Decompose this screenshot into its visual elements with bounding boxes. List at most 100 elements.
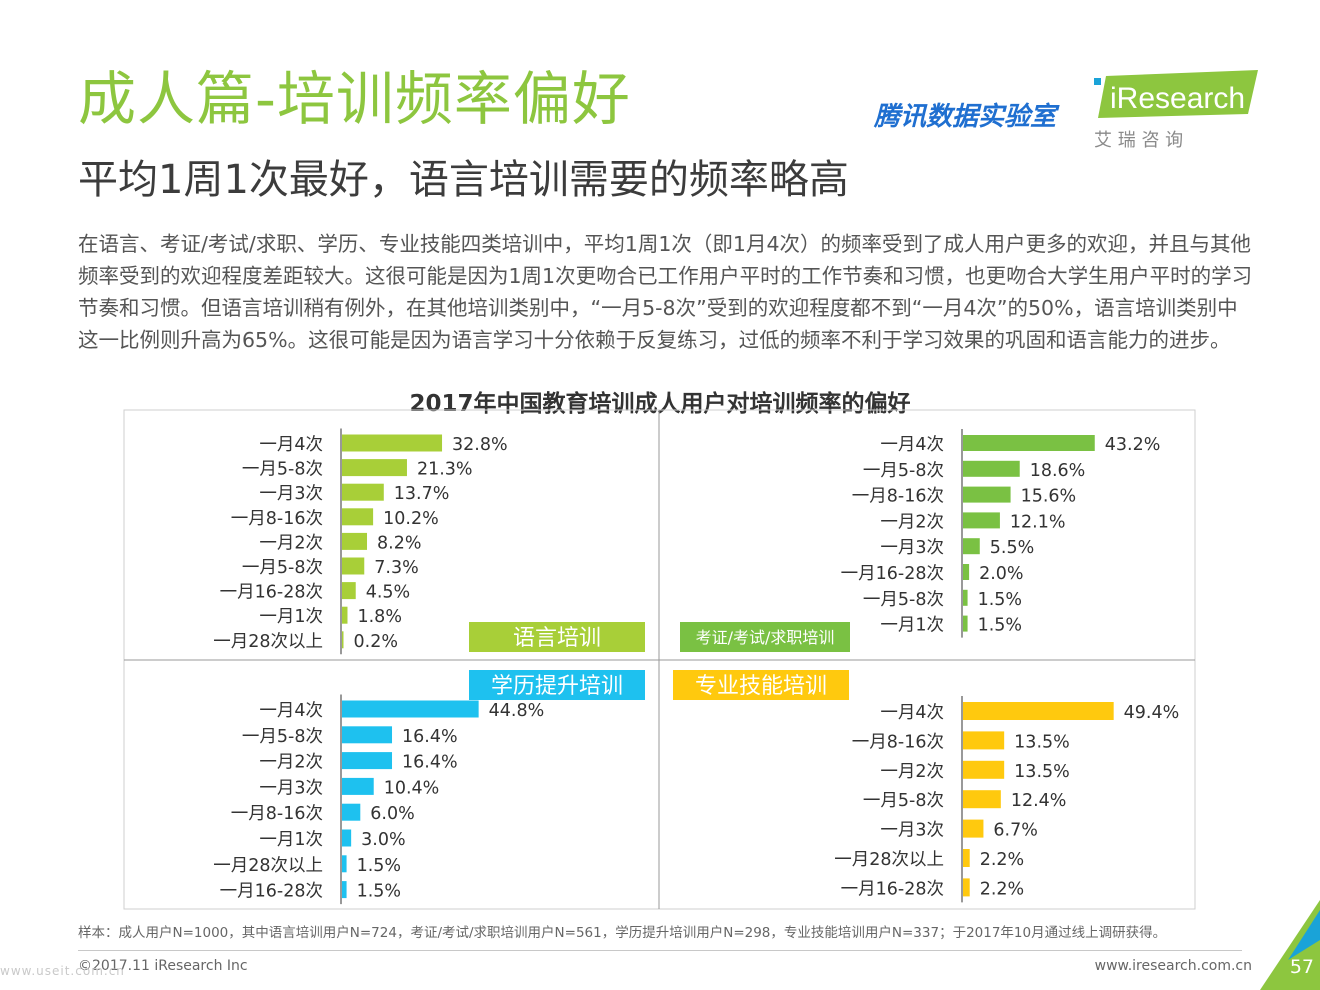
- data-label: 10.2%: [383, 509, 439, 529]
- bar: [963, 615, 968, 632]
- page-subtitle: 平均1周1次最好，语言培训需要的频率略高: [78, 157, 849, 203]
- panel-label-badge: [469, 670, 645, 700]
- bar: [342, 777, 374, 795]
- category-label: 一月16-28次: [841, 879, 944, 899]
- data-label: 44.8%: [489, 701, 545, 721]
- category-label: 一月1次: [259, 607, 323, 627]
- bar: [342, 532, 368, 550]
- bar: [342, 726, 393, 744]
- data-label: 32.8%: [452, 435, 508, 455]
- category-label: 一月16-28次: [220, 583, 323, 603]
- category-label: 一月5-8次: [863, 461, 944, 481]
- category-label: 一月2次: [880, 762, 944, 782]
- data-label: 16.4%: [402, 753, 458, 773]
- data-label: 2.0%: [979, 564, 1023, 584]
- category-label: 一月4次: [880, 435, 944, 455]
- category-label: 一月8-16次: [231, 804, 323, 824]
- chart-title: 2017年中国教育培训成人用户对培训频率的偏好: [409, 391, 911, 417]
- tencent-data-lab-logo: 腾讯数据实验室: [874, 102, 1057, 132]
- summary-paragraph: 在语言、考证/考试/求职、学历、专业技能四类培训中，平均1周1次（即1月4次）的…: [78, 232, 1253, 352]
- data-label: 2.2%: [980, 850, 1024, 870]
- bar: [342, 700, 479, 718]
- data-label: 7.3%: [374, 558, 418, 578]
- panel-label-badge: [680, 622, 850, 652]
- data-label: 0.2%: [354, 632, 398, 652]
- bar: [342, 459, 407, 477]
- iresearch-logo: iResearch 艾 瑞 咨 询: [1094, 70, 1258, 151]
- category-label: 一月2次: [259, 533, 323, 553]
- bar: [342, 606, 348, 624]
- data-label: 1.5%: [357, 882, 401, 902]
- bar: [963, 538, 980, 555]
- bar: [342, 881, 347, 899]
- panel-label-badge: [673, 670, 849, 700]
- footer-divider: [78, 950, 1242, 951]
- bar: [963, 790, 1001, 809]
- data-label: 49.4%: [1124, 703, 1180, 723]
- category-label: 一月3次: [259, 484, 323, 504]
- bar: [963, 486, 1011, 503]
- copyright: ©2017.11 iResearch Inc: [78, 958, 248, 974]
- category-label: 一月5-8次: [863, 791, 944, 811]
- bar: [342, 557, 365, 575]
- panel-label-text: 考证/考试/求职培训: [696, 628, 835, 647]
- data-label: 13.5%: [1014, 762, 1070, 782]
- data-label: 8.2%: [377, 533, 421, 553]
- data-label: 6.7%: [993, 821, 1037, 841]
- website-url: www.iresearch.com.cn: [1094, 958, 1252, 974]
- bar: [342, 752, 393, 770]
- logo-cn-text: 艾 瑞 咨 询: [1094, 130, 1183, 151]
- bar: [342, 829, 352, 847]
- category-label: 一月5-8次: [863, 590, 944, 610]
- bar: [963, 819, 984, 838]
- bar: [963, 702, 1114, 720]
- category-label: 一月2次: [259, 753, 323, 773]
- panel-label-text: 学历提升培训: [491, 674, 623, 699]
- category-label: 一月4次: [880, 703, 944, 723]
- category-label: 一月28次以上: [213, 856, 323, 876]
- category-label: 一月5-8次: [242, 727, 323, 747]
- bar: [963, 460, 1020, 477]
- corner-decoration: [1260, 900, 1320, 990]
- data-label: 12.4%: [1011, 791, 1067, 811]
- data-label: 5.5%: [990, 538, 1034, 558]
- data-label: 12.1%: [1010, 512, 1066, 532]
- bar: [342, 631, 344, 649]
- logo-text: iResearch: [1110, 82, 1245, 115]
- data-label: 1.5%: [357, 856, 401, 876]
- category-label: 一月5-8次: [242, 460, 323, 480]
- panel-label-text: 专业技能培训: [695, 674, 827, 699]
- category-label: 一月4次: [259, 701, 323, 721]
- corner-green-triangle: [1260, 900, 1320, 990]
- data-label: 3.0%: [361, 830, 405, 850]
- category-label: 一月3次: [880, 538, 944, 558]
- data-label: 21.3%: [417, 460, 473, 480]
- category-label: 一月8-16次: [852, 732, 944, 752]
- category-label: 一月8-16次: [231, 509, 323, 529]
- data-label: 10.4%: [384, 778, 440, 798]
- data-label: 13.7%: [394, 484, 450, 504]
- bar: [342, 508, 374, 526]
- data-label: 1.8%: [357, 607, 401, 627]
- data-label: 15.6%: [1021, 487, 1077, 507]
- data-label: 16.4%: [402, 727, 458, 747]
- bar: [963, 435, 1095, 451]
- category-label: 一月16-28次: [220, 882, 323, 902]
- data-label: 4.5%: [366, 583, 410, 603]
- category-label: 一月4次: [259, 435, 323, 455]
- logo-banner: [1098, 70, 1258, 118]
- data-label: 1.5%: [978, 590, 1022, 610]
- bar: [963, 512, 1000, 529]
- category-label: 一月28次以上: [834, 850, 944, 870]
- bar: [342, 483, 384, 501]
- data-label: 2.2%: [980, 879, 1024, 899]
- data-label: 6.0%: [370, 804, 414, 824]
- page-number: 57: [1289, 956, 1314, 978]
- bar: [963, 589, 968, 606]
- category-label: 一月2次: [880, 512, 944, 532]
- data-label: 43.2%: [1105, 435, 1161, 455]
- data-label: 18.6%: [1030, 461, 1086, 481]
- category-label: 一月3次: [880, 821, 944, 841]
- category-label: 一月1次: [880, 616, 944, 636]
